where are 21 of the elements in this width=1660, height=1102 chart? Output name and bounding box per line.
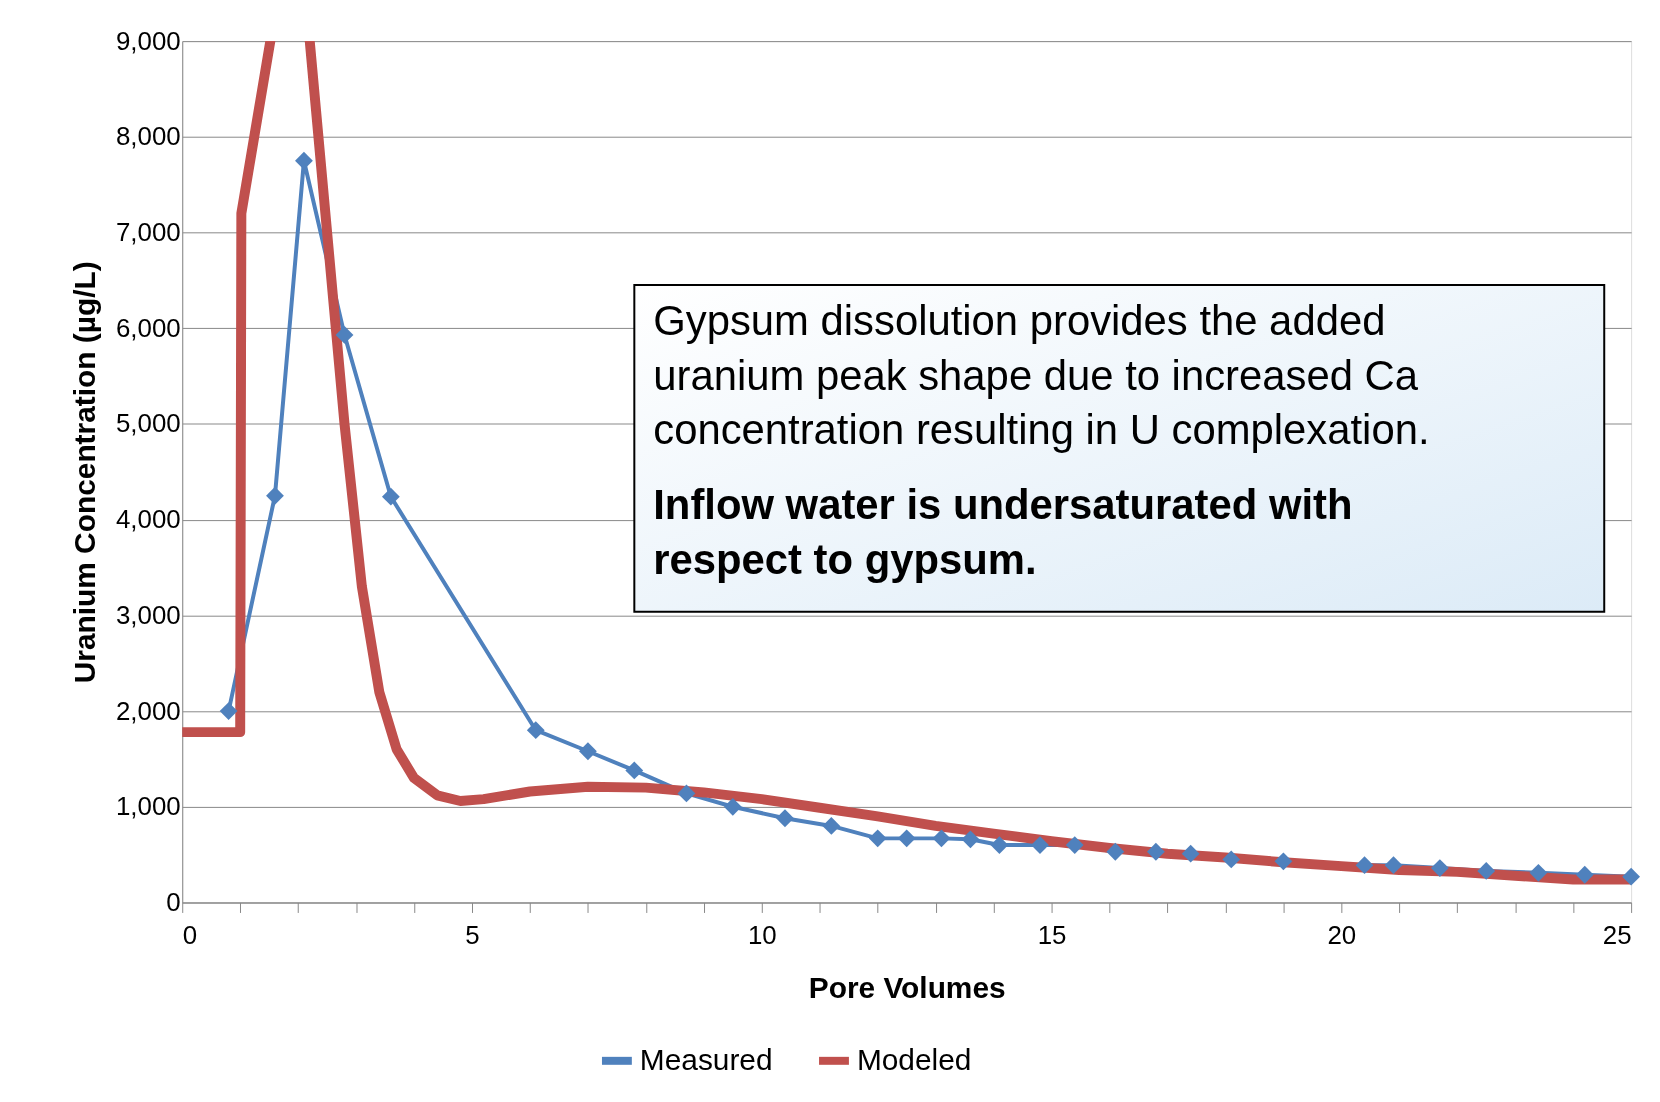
y-tick-label: 7,000 bbox=[115, 218, 181, 246]
x-tick-label: 15 bbox=[1037, 920, 1067, 949]
legend-label: Measured bbox=[639, 1042, 773, 1076]
y-tick-label: 0 bbox=[166, 887, 181, 916]
y-tick-label: 9,000 bbox=[115, 26, 181, 55]
legend-label: Modeled bbox=[856, 1042, 972, 1076]
x-tick-label: 10 bbox=[747, 920, 777, 949]
x-axis-title: Pore Volumes bbox=[808, 970, 1006, 1004]
y-tick-label: 4,000 bbox=[115, 505, 181, 534]
y-tick-label: 1,000 bbox=[115, 792, 181, 821]
y-axis-title: Uranium Concentration (µg/L) bbox=[68, 261, 102, 684]
x-tick-label: 5 bbox=[465, 920, 480, 949]
x-tick-label: 25 bbox=[1602, 920, 1632, 949]
y-tick-label: 2,000 bbox=[115, 696, 181, 725]
y-tick-label: 6,000 bbox=[115, 313, 181, 342]
y-tick-label: 8,000 bbox=[115, 122, 181, 151]
annotation: Gypsum dissolution provides the added uranium peak shape due to increased Ca concentration resulting in U complexation. bbox=[653, 296, 1430, 454]
annotation: Inflow water is undersaturated with respect to gypsum. bbox=[653, 481, 1353, 583]
x-tick-label: 20 bbox=[1327, 920, 1357, 949]
y-tick-label: 5,000 bbox=[115, 409, 181, 438]
y-tick-label: 3,000 bbox=[115, 600, 181, 629]
